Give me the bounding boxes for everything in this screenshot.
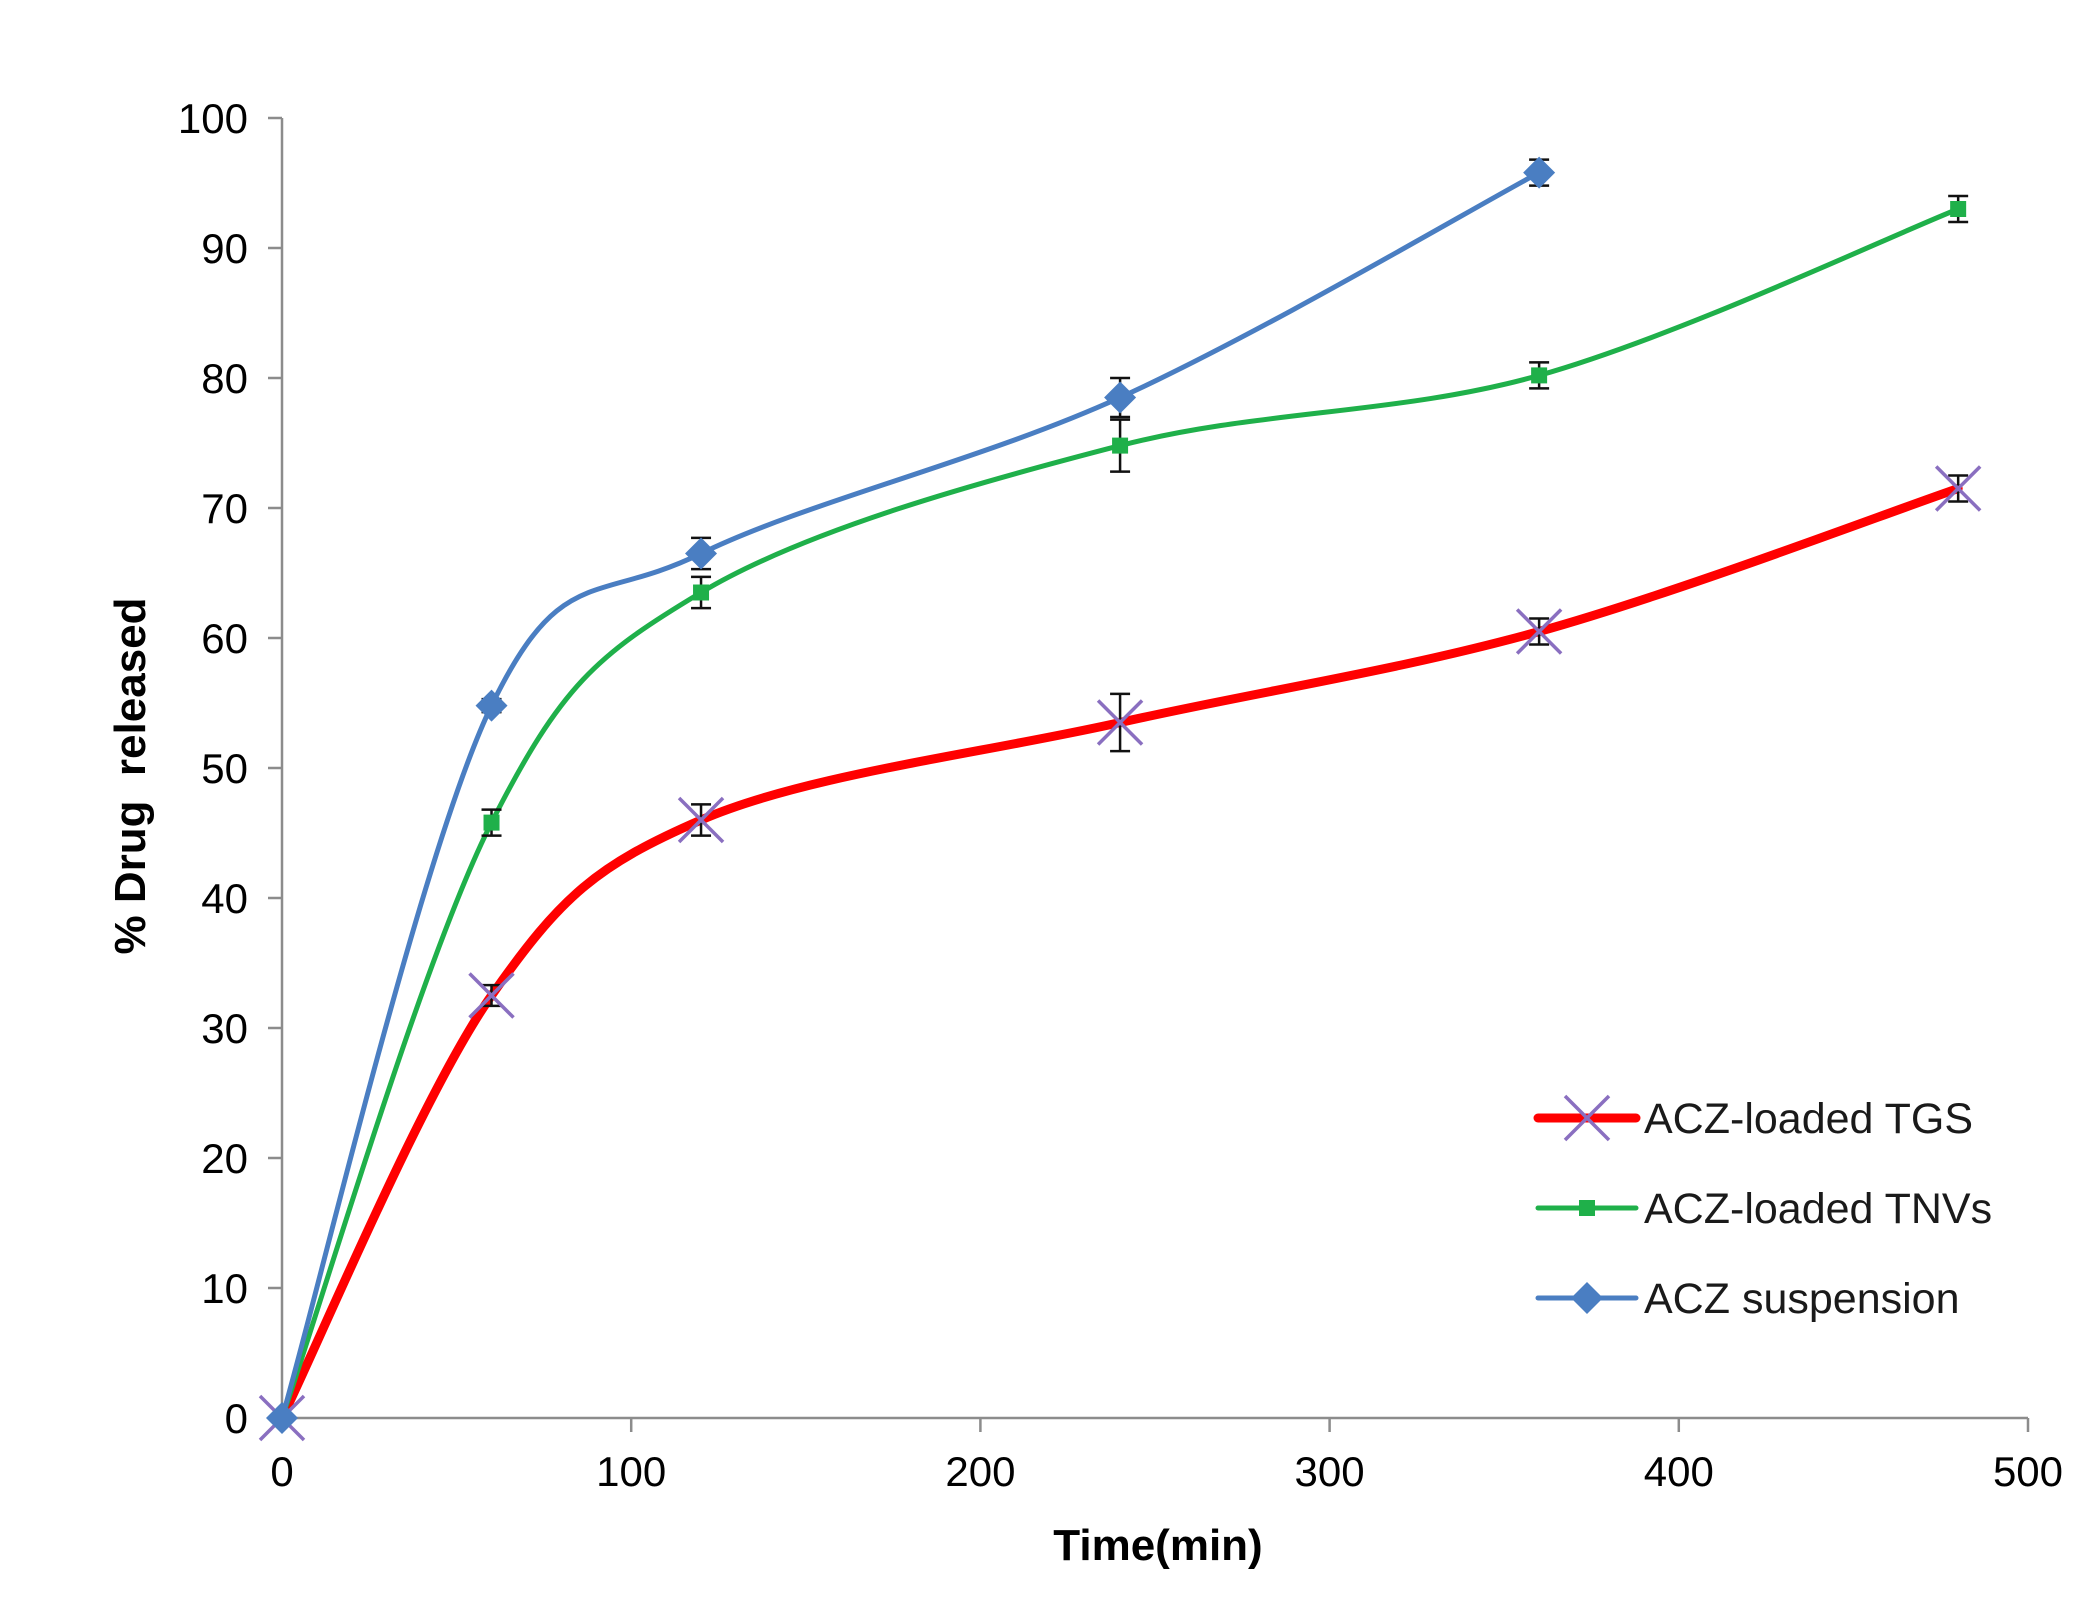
legend-swatch-marker [1563,1094,1611,1142]
y-tick-label: 100 [178,95,248,142]
y-tick-label: 10 [201,1265,248,1312]
series-acz-suspension [266,156,1556,1434]
data-point [1531,367,1548,384]
x-axis-title: Time(min) [1053,1521,1262,1570]
data-point [475,689,508,722]
series-acz-loaded-tnvs [274,194,1969,1426]
legend-swatch-marker [1579,1200,1595,1216]
y-tick-label: 70 [201,485,248,532]
data-point [677,796,725,844]
y-tick-label: 60 [201,615,248,662]
x-tick-label: 400 [1644,1448,1714,1495]
data-point [1104,381,1137,414]
y-tick-label: 20 [201,1135,248,1182]
data-point [266,1402,298,1434]
data-point [693,584,710,601]
legend-label: ACZ-loaded TGS [1644,1095,1973,1143]
data-point [1112,437,1129,454]
y-tick-label: 90 [201,225,248,272]
x-tick-label: 0 [270,1448,293,1495]
series-acz-loaded-tgs [258,465,1982,1442]
data-point [468,972,515,1019]
data-point [483,814,500,831]
series-line-acz-suspension [279,170,1542,1421]
ticks: 0 10 20 30 40 50 60 70 80 90 100 0 100 200 300 400 500 [178,95,2063,1495]
legend-label: ACZ-loaded TNVs [1644,1185,1992,1233]
legend-item-acz-loaded-tnvs: ACZ-loaded TNVs [1535,1185,1992,1233]
y-axis-title: % Drug released [106,597,155,954]
y-tick-label: 0 [225,1395,248,1442]
data-point [1515,608,1563,655]
x-tick-label: 100 [596,1448,666,1495]
data-point [1096,699,1144,746]
legend-swatch-marker [1571,1282,1603,1314]
x-tick-label: 500 [1993,1448,2063,1495]
y-tick-label: 80 [201,355,248,402]
legend-label: ACZ suspension [1644,1275,1960,1323]
legend: ACZ-loaded TGS ACZ-loaded TNVs ACZ suspens… [1533,1094,1992,1323]
legend-item-acz-suspension: ACZ suspension [1535,1275,1960,1323]
y-tick-label: 50 [201,745,248,792]
legend-item-acz-loaded-tgs: ACZ-loaded TGS [1533,1094,1973,1143]
x-tick-label: 200 [945,1448,1015,1495]
y-tick-label: 30 [201,1005,248,1052]
data-point [1523,156,1556,189]
data-point [1950,201,1967,217]
series-line-acz-loaded-tnvs [279,206,1961,1421]
x-tick-label: 300 [1295,1448,1365,1495]
y-tick-label: 40 [201,875,248,922]
series-group [258,156,1982,1442]
series-line-acz-loaded-tgs [277,484,1963,1423]
data-point [685,537,718,570]
data-point [1934,465,1982,512]
